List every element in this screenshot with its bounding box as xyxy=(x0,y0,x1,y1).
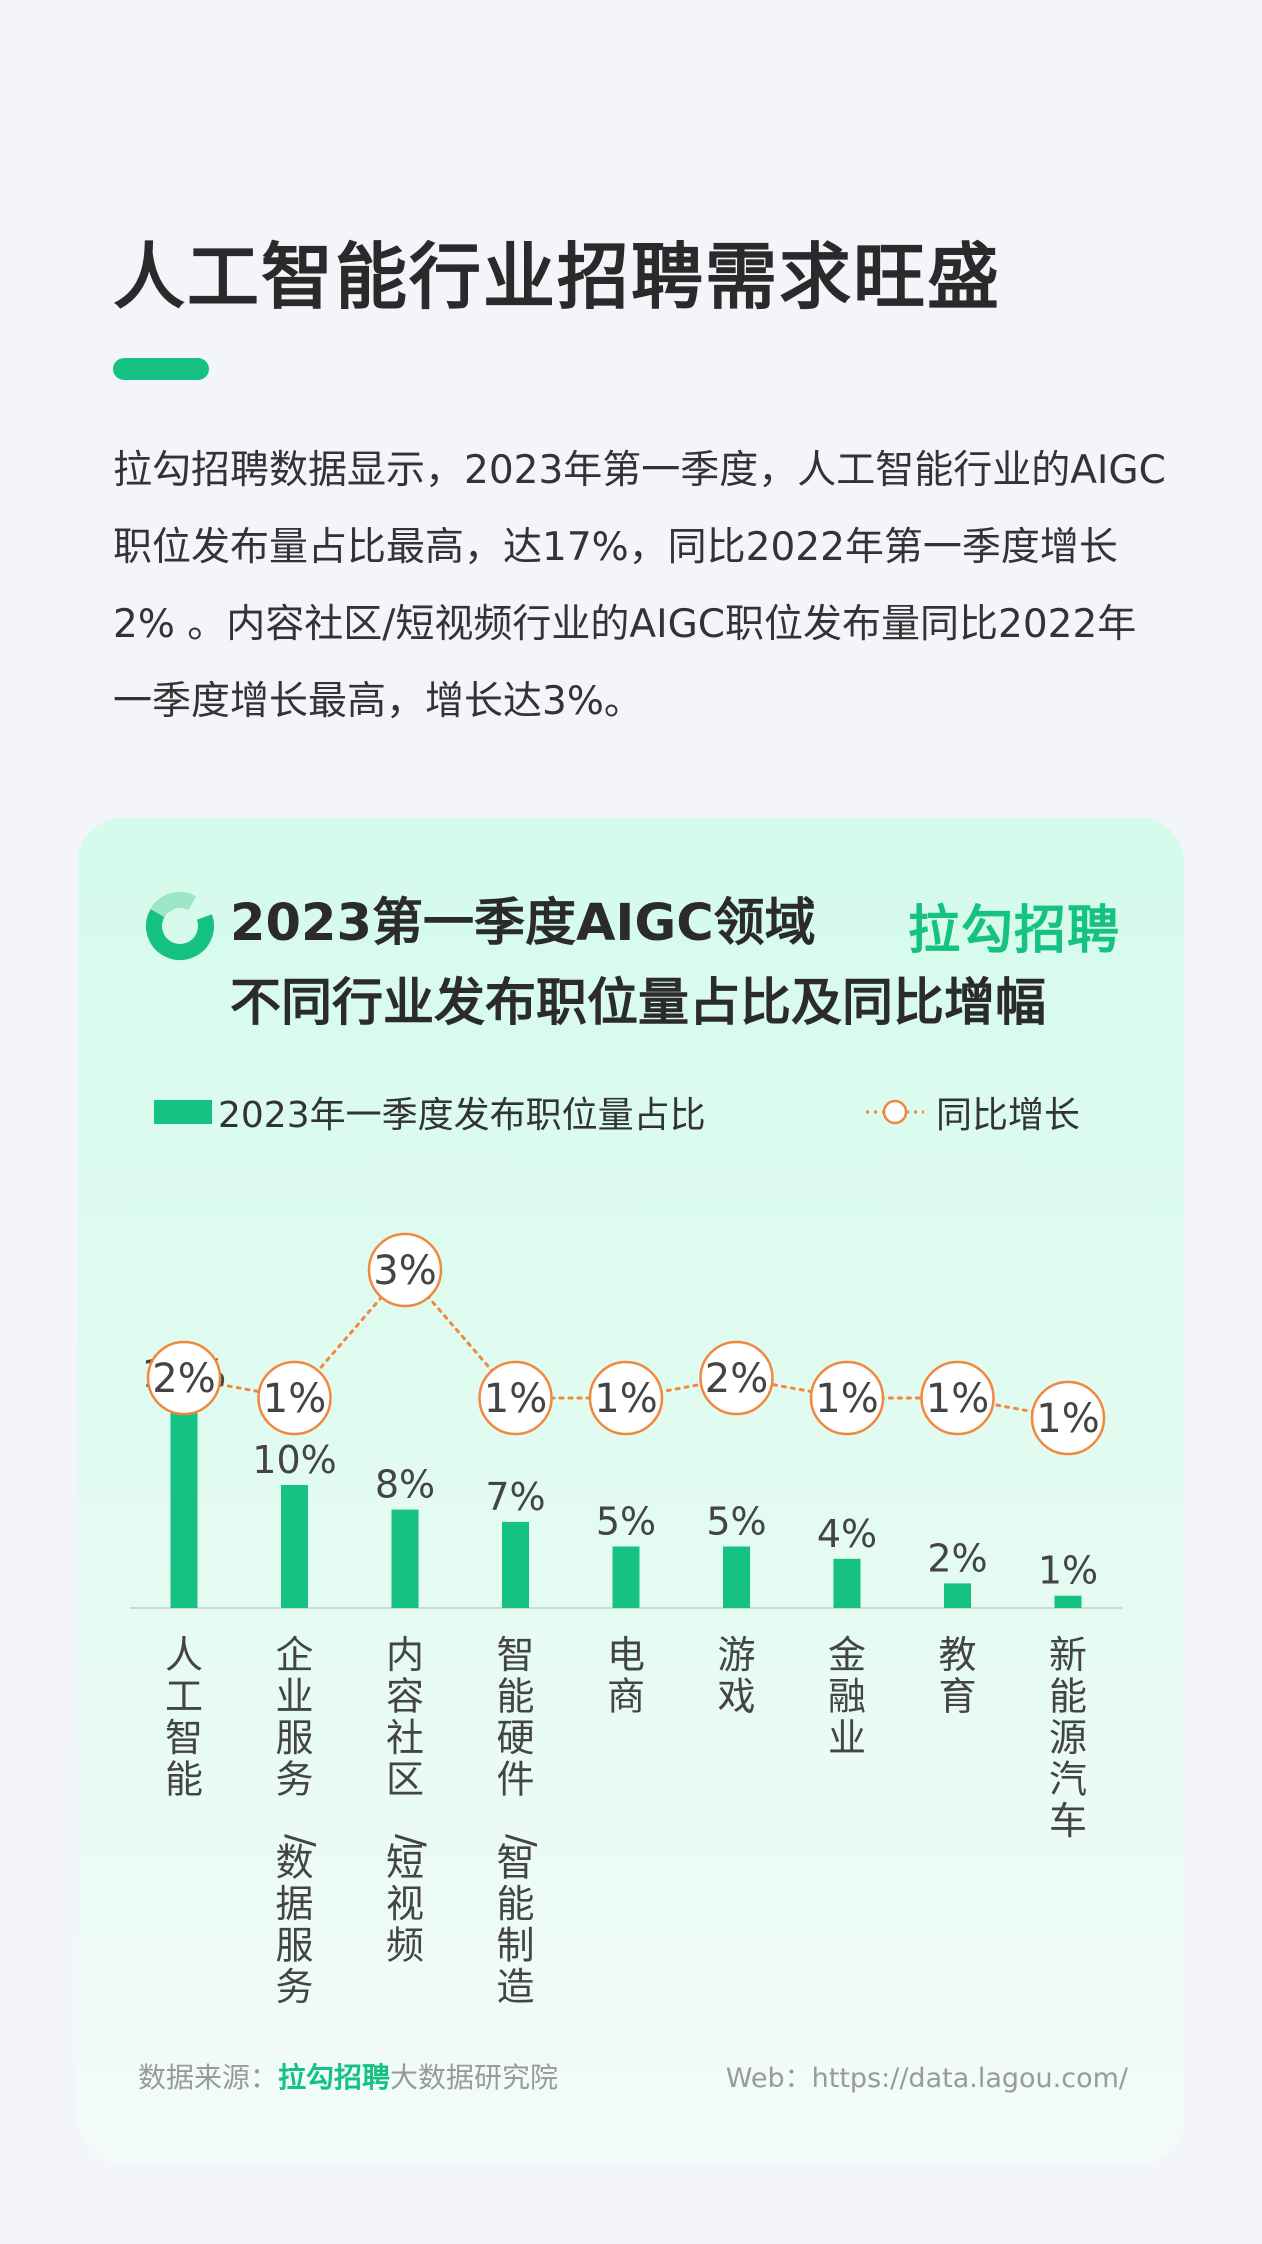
chart-card: 2023第一季度AIGC领域 不同行业发布职位量占比及同比增幅 拉勾招聘 202… xyxy=(78,818,1184,2164)
growth-point xyxy=(367,1232,443,1308)
chart-title: 2023第一季度AIGC领域 不同行业发布职位量占比及同比增幅 xyxy=(230,884,1046,1044)
bar-value-label: 5% xyxy=(596,1500,656,1544)
growth-point xyxy=(699,1340,774,1416)
category-label: 人工智能 xyxy=(165,1633,203,1802)
category-label: 电商 xyxy=(607,1633,645,1719)
legend-label-line: 同比增长 xyxy=(936,1095,1081,1136)
ring-logo-icon xyxy=(146,892,214,960)
legend-item-line: 同比增长 xyxy=(864,1086,1080,1138)
category-label: 教育 xyxy=(938,1633,976,1719)
category-label: 企业服务/数据服务 xyxy=(275,1633,323,2009)
legend-swatch-bar xyxy=(154,1100,212,1124)
growth-value-label: 3% xyxy=(373,1248,436,1294)
growth-value-label: 1% xyxy=(594,1376,657,1422)
growth-point xyxy=(146,1340,222,1416)
bar-value-label: 2% xyxy=(927,1536,987,1580)
bar-value-label: 8% xyxy=(375,1463,435,1507)
bar xyxy=(944,1583,971,1608)
growth-point xyxy=(920,1360,995,1436)
bar xyxy=(391,1509,419,1608)
bar xyxy=(1054,1595,1082,1608)
growth-value-label: 1% xyxy=(484,1376,547,1422)
brand-name: 拉勾招聘 xyxy=(907,901,1120,961)
bar-value-label: 10% xyxy=(252,1438,336,1482)
growth-point xyxy=(588,1360,664,1436)
legend-swatch-line xyxy=(866,1099,924,1125)
bar xyxy=(723,1546,750,1608)
bar xyxy=(612,1546,640,1608)
growth-point xyxy=(478,1360,553,1436)
source-prefix: 数据来源： xyxy=(138,2061,279,2094)
bar xyxy=(281,1485,308,1608)
intro-paragraph: 拉勾招聘数据显示，2023年第一季度，人工智能行业的AIGC职位发布量占比最高，… xyxy=(113,448,1166,724)
growth-value-label: 1% xyxy=(815,1376,878,1422)
category-label: 内容社区/短视频 xyxy=(386,1633,434,1968)
growth-point xyxy=(809,1360,885,1436)
bar xyxy=(833,1558,861,1608)
data-source: 数据来源：拉勾招聘大数据研究院 xyxy=(138,2056,558,2096)
legend-item-bars: 2023年一季度发布职位量占比 xyxy=(154,1086,706,1138)
page-title: 人工智能行业招聘需求旺盛 xyxy=(113,235,1002,319)
bar xyxy=(502,1521,529,1608)
growth-value-label: 2% xyxy=(152,1356,215,1402)
growth-point xyxy=(1030,1380,1106,1456)
bar xyxy=(170,1398,198,1608)
legend-label-bars: 2023年一季度发布职位量占比 xyxy=(218,1095,706,1136)
category-label: 游戏 xyxy=(717,1633,755,1719)
source-suffix: 大数据研究院 xyxy=(390,2061,559,2094)
category-label: 新能源汽车 xyxy=(1049,1633,1087,1843)
chart-title-line1: 2023第一季度AIGC领域 xyxy=(230,894,816,953)
title-accent-bar xyxy=(113,358,209,380)
web-url: Web：https://data.lagou.com/ xyxy=(725,2063,1128,2094)
growth-value-label: 2% xyxy=(705,1356,768,1402)
bar-value-label: 7% xyxy=(485,1475,545,1519)
source-brand: 拉勾招聘 xyxy=(278,2061,391,2094)
bar-value-label: 1% xyxy=(1038,1549,1098,1593)
growth-value-label: 1% xyxy=(1036,1396,1099,1442)
chart-plot: 17%2%人工智能10%1%企业服务/数据服务8%3%内容社区/短视频7%1%智… xyxy=(130,1232,1122,2009)
growth-value-label: 1% xyxy=(926,1376,989,1422)
growth-value-label: 1% xyxy=(263,1376,326,1422)
bar-value-label: 4% xyxy=(817,1512,877,1556)
category-label: 智能硬件/智能制造 xyxy=(496,1633,544,2009)
category-label: 金融业 xyxy=(828,1633,866,1760)
growth-point xyxy=(257,1360,332,1436)
chart-title-line2: 不同行业发布职位量占比及同比增幅 xyxy=(230,974,1047,1033)
bar-value-label: 5% xyxy=(706,1500,766,1544)
